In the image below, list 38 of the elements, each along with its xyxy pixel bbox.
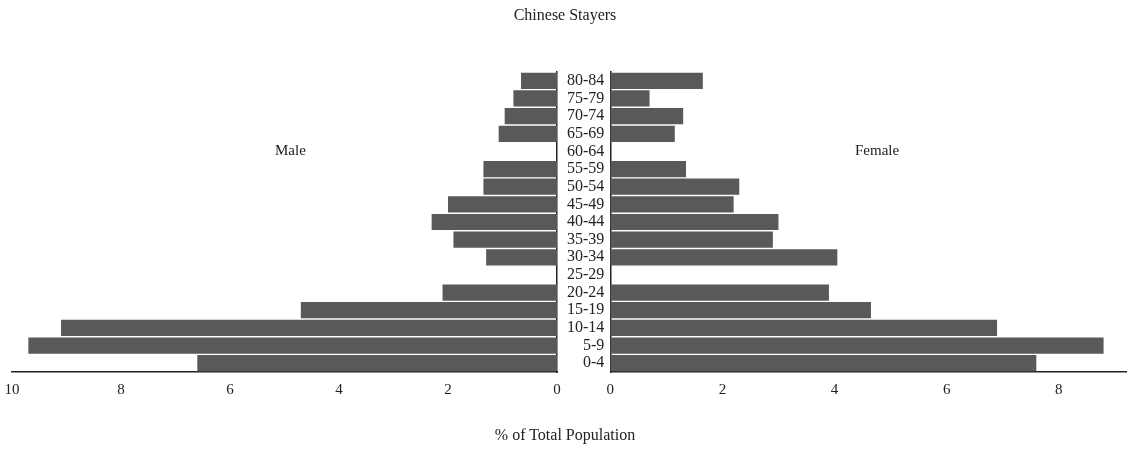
annotation: Female [855,142,900,159]
y-tick-label: 5-9 [583,335,605,353]
bar [610,160,686,178]
y-tick-label: 20-24 [567,282,605,300]
y-tick-label: 30-34 [567,247,605,265]
y-tick-label: 75-79 [567,88,605,106]
x-tick-label: 2 [444,380,452,397]
y-tick-label: 80-84 [567,71,605,89]
y-tick-label: 50-54 [567,176,605,194]
y-tick-label: 45-49 [567,194,605,212]
bar [483,160,557,178]
y-tick-label: 10-14 [567,318,605,336]
x-tick-label: 0 [553,380,561,397]
y-tick-label: 35-39 [567,229,605,247]
x-tick-label: 8 [1054,380,1063,397]
x-tick-label: 8 [117,380,125,397]
y-tick-label: 0-4 [583,353,605,371]
x-tick-label: 0 [606,380,615,397]
y-tick-label: 15-19 [567,300,605,318]
y-tick-label: 55-59 [567,159,605,177]
bar [431,213,557,231]
annotation: Male [275,142,306,159]
chart-title: Chinese Stayers [512,6,618,24]
x-tick-label: 6 [226,380,235,397]
bar [610,125,675,142]
y-tick-label: 60-64 [567,141,605,159]
y-tick-label: 40-44 [567,212,605,230]
x-tick-label: 2 [718,380,727,397]
x-axis-title: % of Total Population [493,426,637,444]
bar [610,213,779,231]
x-tick-label: 4 [335,380,344,397]
x-tick-label: 10 [4,380,20,397]
y-tick-label: 65-69 [567,123,605,141]
bar [498,125,557,142]
y-tick-label: 70-74 [567,106,605,124]
y-tick-label: 25-29 [567,265,605,283]
x-tick-label: 6 [942,380,951,397]
x-tick-label: 4 [830,380,839,397]
